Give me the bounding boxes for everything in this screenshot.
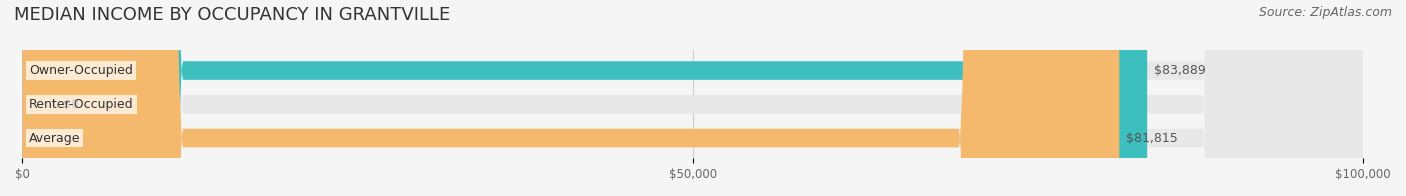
FancyBboxPatch shape bbox=[22, 0, 1364, 196]
Text: Average: Average bbox=[30, 132, 80, 144]
Text: Source: ZipAtlas.com: Source: ZipAtlas.com bbox=[1258, 6, 1392, 19]
Text: $81,815: $81,815 bbox=[1126, 132, 1178, 144]
FancyBboxPatch shape bbox=[22, 0, 1364, 196]
FancyBboxPatch shape bbox=[22, 0, 56, 196]
FancyBboxPatch shape bbox=[22, 0, 1364, 196]
FancyBboxPatch shape bbox=[22, 0, 1119, 196]
Text: $0: $0 bbox=[63, 98, 79, 111]
Text: $83,889: $83,889 bbox=[1154, 64, 1205, 77]
Text: Renter-Occupied: Renter-Occupied bbox=[30, 98, 134, 111]
Text: MEDIAN INCOME BY OCCUPANCY IN GRANTVILLE: MEDIAN INCOME BY OCCUPANCY IN GRANTVILLE bbox=[14, 6, 450, 24]
Text: Owner-Occupied: Owner-Occupied bbox=[30, 64, 134, 77]
FancyBboxPatch shape bbox=[22, 0, 1147, 196]
